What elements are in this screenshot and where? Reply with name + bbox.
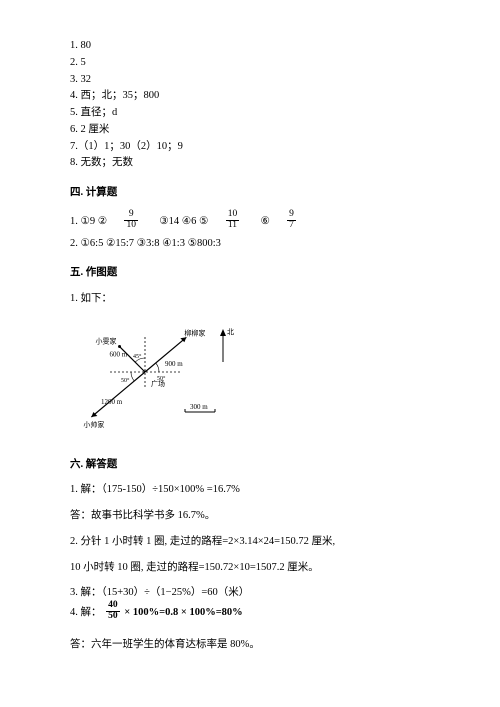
ans-1: 1. 80 (70, 38, 430, 54)
calc-row-2: 2. ①6:5 ②15:7 ③3:8 ④1:3 ⑤800:3 (70, 236, 430, 252)
calc-r1-p2: ③14 ④6 ⑤ (159, 216, 208, 227)
ans-6: 6. 2 厘米 (70, 122, 430, 138)
q2-line-b: 10 小时转 10 圈, 走过的路程=150.72×10=1507.2 厘米。 (70, 560, 430, 576)
q1-line-a: 1. 解：（175-150）÷150×100% =16.7% (70, 482, 430, 498)
svg-text:1200 m: 1200 m (101, 398, 123, 406)
frac-2: 1011 (226, 210, 240, 231)
svg-text:45°: 45° (133, 353, 142, 360)
calc-r1-p3: ⑥ (260, 216, 269, 227)
ans-8: 8. 无数；无数 (70, 155, 430, 171)
svg-text:小雯家: 小雯家 (96, 336, 117, 345)
q4-suffix: × 100%=0.8 × 100%=80% (124, 607, 242, 618)
ans-4: 4. 西；北；35；800 (70, 88, 430, 104)
svg-text:600 m: 600 m (110, 350, 128, 358)
ans-3: 3. 32 (70, 72, 430, 88)
calc-row-1: 1. ①9 ② 910 ③14 ④6 ⑤ 1011 ⑥ 97 (70, 211, 430, 232)
section-6-title: 六. 解答题 (70, 457, 430, 473)
svg-text:50°: 50° (121, 377, 130, 384)
q4-line-a: 4. 解： 4050 × 100%=0.8 × 100%=80% (70, 602, 430, 623)
svg-text:小帅家: 小帅家 (83, 420, 104, 429)
ans-7: 7.（1）1；30（2）10；9 (70, 139, 430, 155)
calc-r1-p1: 1. ①9 ② (70, 216, 107, 227)
ans-2: 2. 5 (70, 55, 430, 71)
svg-text:300 m: 300 m (190, 403, 208, 411)
section-5-title: 五. 作图题 (70, 265, 430, 281)
direction-diagram: 北小雯家600 m45°柳柳家900 m50°广场小帅家1200 m50°300… (70, 317, 245, 437)
q1-line-b: 答：故事书比科学书多 16.7%。 (70, 508, 430, 524)
q3-line: 3. 解：（15+30）÷（1−25%）=60（米） (70, 585, 430, 601)
sec5-line-1: 1. 如下： (70, 291, 430, 307)
svg-text:柳柳家: 柳柳家 (184, 328, 205, 337)
q4-prefix: 4. 解： (70, 607, 102, 618)
q4-line-c: 答：六年一班学生的体育达标率是 80%。 (70, 637, 430, 653)
svg-text:广场: 广场 (151, 379, 165, 388)
frac-1: 910 (124, 210, 138, 231)
section-4-title: 四. 计算题 (70, 185, 430, 201)
svg-text:北: 北 (227, 328, 234, 336)
q2-line-a: 2. 分针 1 小时转 1 圈, 走过的路程=2×3.14×24=150.72 … (70, 534, 430, 550)
q4-frac: 4050 (106, 601, 120, 622)
ans-5: 5. 直径；d (70, 105, 430, 121)
svg-text:900 m: 900 m (165, 360, 183, 368)
diagram-container: 北小雯家600 m45°柳柳家900 m50°广场小帅家1200 m50°300… (70, 317, 430, 443)
frac-3: 97 (287, 210, 296, 231)
